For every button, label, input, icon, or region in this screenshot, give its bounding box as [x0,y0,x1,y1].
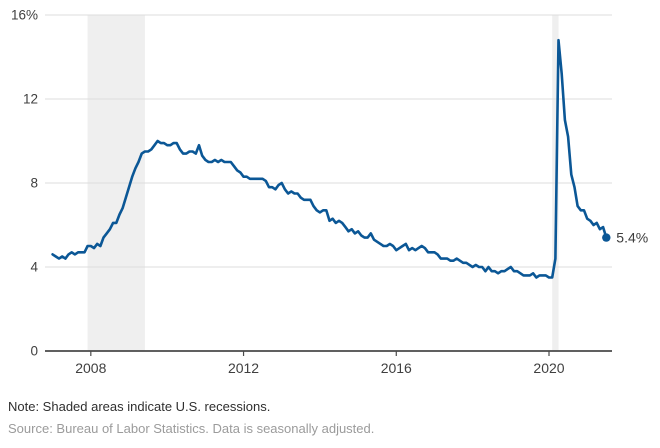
x-axis-tick-label: 2016 [381,360,412,376]
y-axis-tick-label: 16% [11,8,38,23]
latest-value-dot [602,233,611,242]
chart-footnotes: Note: Shaded areas indicate U.S. recessi… [8,396,374,440]
y-axis-tick-label: 4 [30,260,38,275]
y-axis-tick-label: 12 [23,92,38,107]
source-credit: Source: Bureau of Labor Statistics. Data… [8,421,375,436]
x-axis-tick-label: 2008 [75,360,106,376]
y-axis-tick-label: 8 [30,176,38,191]
y-axis-tick-label: 0 [30,344,38,359]
recession-note: Note: Shaded areas indicate U.S. recessi… [8,399,271,414]
x-axis-tick-label: 2012 [228,360,259,376]
unemployment-line-chart: 0 4 8 12 16% 2008 2012 2016 2020 5.4% [11,8,648,377]
x-axis-tick-label: 2020 [533,360,564,376]
data-line [51,38,608,279]
latest-value-label: 5.4% [616,230,648,246]
